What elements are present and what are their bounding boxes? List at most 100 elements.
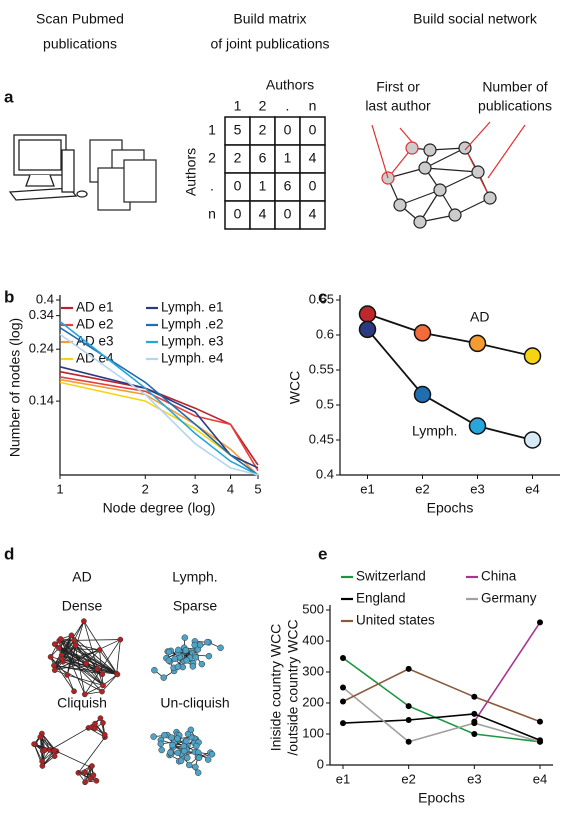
series-line <box>367 313 533 357</box>
point <box>340 698 346 705</box>
series-line <box>59 370 259 466</box>
matrix-cell <box>249 116 276 146</box>
series-line <box>366 328 533 441</box>
network-edge <box>54 643 103 692</box>
y-tick-label: 0.5 <box>316 396 334 411</box>
network-node <box>183 657 190 664</box>
documents-icon <box>89 139 157 211</box>
matrix-column-label: n <box>309 98 317 114</box>
x-tick-label: 1 <box>56 481 63 496</box>
legend-label: England <box>356 591 406 606</box>
network-node <box>31 741 37 747</box>
network-node <box>193 742 200 750</box>
matrix-value: 0 <box>234 206 242 222</box>
network-edge <box>60 638 118 675</box>
network-node <box>483 191 497 205</box>
matrix-row-label: 2 <box>208 150 216 166</box>
y-tick-label: 0.24 <box>29 341 54 356</box>
network-edge <box>73 620 85 641</box>
network-node <box>51 641 58 647</box>
network-node <box>68 632 75 639</box>
network-edge <box>66 674 75 692</box>
y-tick-label: 200 <box>302 694 324 709</box>
network-node <box>167 749 174 756</box>
x-tick-label: e1 <box>360 481 374 496</box>
legend-label: AD e1 <box>76 300 114 315</box>
point <box>405 738 412 745</box>
network-node <box>423 143 437 157</box>
y-tick-label: 0.14 <box>29 393 54 408</box>
series-line <box>473 621 541 723</box>
network-node <box>189 663 197 670</box>
network-node <box>82 769 88 776</box>
y-tick-label: 500 <box>302 601 324 616</box>
network-node <box>174 749 182 757</box>
matrix-cell <box>274 200 301 230</box>
network-edge <box>116 639 121 674</box>
network-node <box>165 648 173 656</box>
network-edge <box>41 733 55 751</box>
network-node <box>37 734 44 740</box>
network-node <box>51 753 58 760</box>
point <box>358 320 377 339</box>
x-tick-label: 5 <box>254 481 261 496</box>
point <box>340 655 346 662</box>
network-edge <box>75 644 117 674</box>
matrix-value: 6 <box>284 178 292 194</box>
chart: c 0.4 0.45 0.5 0.55 0.6 0.65 e1 e2 e3 e4 Epochs WCC A… <box>287 287 560 516</box>
chart: b 0.14 0.24 0.340.4 1 2 3 4 5 Node degree (log) Nu… <box>4 287 262 515</box>
network-node <box>433 183 447 197</box>
matrix-cell <box>299 200 326 230</box>
network-node <box>93 777 100 784</box>
network-node <box>81 618 87 624</box>
network-node <box>94 665 101 672</box>
network-node <box>195 754 203 762</box>
network-node <box>182 647 190 654</box>
matrix-row-label: n <box>208 206 216 222</box>
network-edge <box>84 684 104 695</box>
panel-label: d <box>4 544 14 563</box>
network-node <box>174 663 182 670</box>
y-tick-label: 0 <box>317 756 324 771</box>
point <box>537 718 543 725</box>
point <box>340 720 346 727</box>
network-edge <box>102 674 118 686</box>
y-tick-label: 100 <box>302 725 324 740</box>
legend-label: Switzerland <box>356 569 426 584</box>
matrix-value: 2 <box>259 122 267 138</box>
legend-label: Lymph. e3 <box>161 334 224 349</box>
panel-label: e <box>318 544 327 563</box>
network-node <box>181 634 189 641</box>
network-node <box>184 730 192 738</box>
point <box>413 324 432 342</box>
point <box>405 703 412 710</box>
network-node <box>56 645 62 651</box>
network-node <box>51 747 58 754</box>
network-label: First or <box>376 79 420 95</box>
point <box>468 334 487 353</box>
point <box>340 684 346 691</box>
network-node <box>165 657 173 664</box>
network-edge <box>85 649 100 664</box>
point <box>413 385 432 404</box>
network-type: Dense <box>62 598 103 614</box>
network-label: last author <box>365 98 431 114</box>
arrow <box>464 121 491 151</box>
network-edge <box>60 638 104 686</box>
network-node <box>458 141 472 155</box>
y-tick-label: 0.4 <box>316 466 334 481</box>
x-tick-label: 3 <box>192 481 199 496</box>
network-node <box>59 655 65 662</box>
series-line <box>342 713 541 741</box>
point <box>358 305 377 323</box>
network-node <box>64 672 71 678</box>
matrix-cell <box>274 144 301 174</box>
network-node <box>89 763 95 769</box>
network-node <box>99 671 106 678</box>
x-tick-label: e4 <box>533 771 547 786</box>
x-tick-label: 4 <box>227 481 234 496</box>
y-axis-label: /outside country WCC <box>285 619 301 755</box>
point <box>471 720 478 727</box>
legend-label: Lymph .e2 <box>161 317 224 332</box>
